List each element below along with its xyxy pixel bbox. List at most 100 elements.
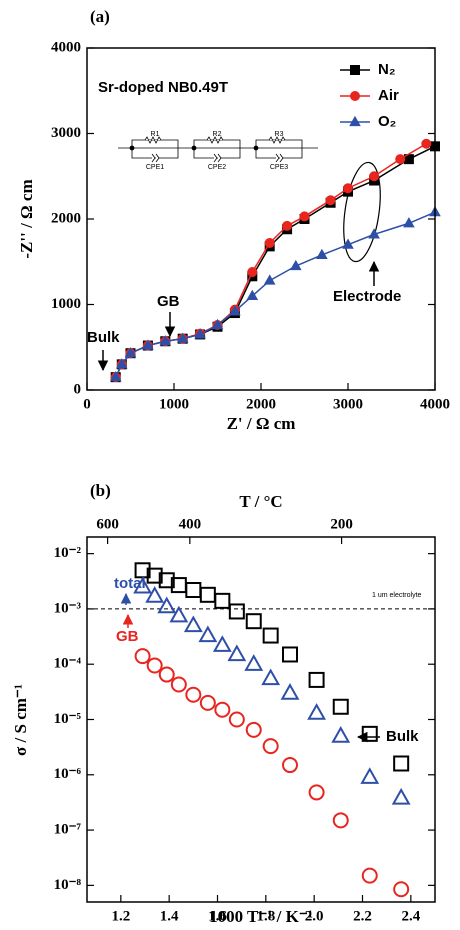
marker [227,644,247,662]
marker [214,592,231,609]
panel-label: (a) [90,7,110,26]
marker [261,668,281,686]
x-tick-label: 1.8 [256,908,275,924]
marker [211,318,224,330]
marker [421,138,432,149]
x-tick-label: 1.6 [208,908,227,924]
marker [282,220,293,231]
marker [134,648,151,665]
marker [198,625,218,643]
marker [245,613,262,630]
plot-frame [86,47,436,391]
marker [109,370,122,382]
marker [245,721,262,738]
marker [244,654,264,671]
electrode-ellipse [343,161,381,263]
marker [282,646,298,663]
marker [247,267,258,278]
marker [142,339,154,350]
marker [308,784,325,801]
marker [262,627,279,644]
marker [185,686,202,703]
x-tick-label: 1000 [159,396,189,412]
x-tick-label: 3000 [333,396,363,412]
x-axis-label: Z' / Ω cm [227,414,296,433]
x-tick-label: 2.0 [305,908,324,924]
marker [342,238,354,249]
marker [199,694,216,711]
marker [307,703,326,720]
y-tick-label: 2000 [51,210,81,226]
marker [133,576,152,594]
marker [316,248,328,260]
x-tick-label: 2.2 [353,908,372,924]
annotation: Electrode [333,288,401,305]
marker [185,581,202,598]
circuit-label: CPE2 [208,164,226,171]
marker [395,154,406,165]
x-tick-label: 4000 [420,396,450,412]
marker [393,881,410,898]
marker [350,91,360,101]
y-tick-label: 10⁻⁸ [54,877,82,893]
series-label: GB [116,628,139,645]
annotation: GB [157,293,180,310]
x-axis-label: 1000 T⁻¹ / K⁻¹ [209,907,313,926]
marker [332,812,349,829]
y-tick-label: 10⁻⁷ [54,822,82,838]
circuit-label: R2 [213,131,222,138]
y-axis-label: -Z'' / Ω cm [17,179,36,258]
reference-label: 1 um electrolyte [372,592,422,599]
x-tick-label: 2000 [246,396,276,412]
chart-title: Sr-doped NB0.49T [98,79,228,96]
marker [194,328,206,339]
marker [343,183,353,194]
marker [228,711,245,728]
marker [325,195,336,206]
x-tick-label: 2.4 [401,908,420,924]
marker [183,615,203,633]
y-tick-label: 10⁻⁵ [54,711,82,727]
x2-tick-label: 200 [330,516,353,532]
marker [146,657,163,674]
marker [349,115,361,127]
circuit-label: CPE3 [270,164,288,171]
marker [263,274,276,285]
marker [361,725,378,742]
y-tick-label: 1000 [51,296,81,312]
marker [262,738,279,755]
marker [280,683,300,700]
marker [308,671,325,688]
marker [199,586,216,603]
marker [403,217,415,228]
marker [289,259,302,271]
marker [393,755,410,772]
marker [229,305,241,316]
y-axis-label: σ / S cm⁻¹ [11,684,30,756]
plot-frame [86,536,436,903]
x2-axis-label: T / °C [239,492,282,511]
marker [214,701,231,718]
marker [369,171,380,182]
x-tick-label: 1.2 [111,908,130,924]
marker [212,635,232,652]
marker [264,237,275,248]
series-label: Bulk [386,728,419,745]
marker [361,867,378,884]
y-tick-label: 4000 [51,39,81,55]
marker [331,726,351,743]
marker [282,757,298,774]
marker [246,289,259,301]
marker [368,228,380,239]
marker [115,358,128,369]
marker [158,666,175,683]
marker [169,605,189,623]
circuit-diagram [118,136,318,163]
series-label: total [114,575,146,592]
marker [157,596,177,614]
y-tick-label: 3000 [51,125,81,141]
y-tick-label: 10⁻² [54,545,82,561]
marker [360,767,380,784]
marker [176,332,189,343]
